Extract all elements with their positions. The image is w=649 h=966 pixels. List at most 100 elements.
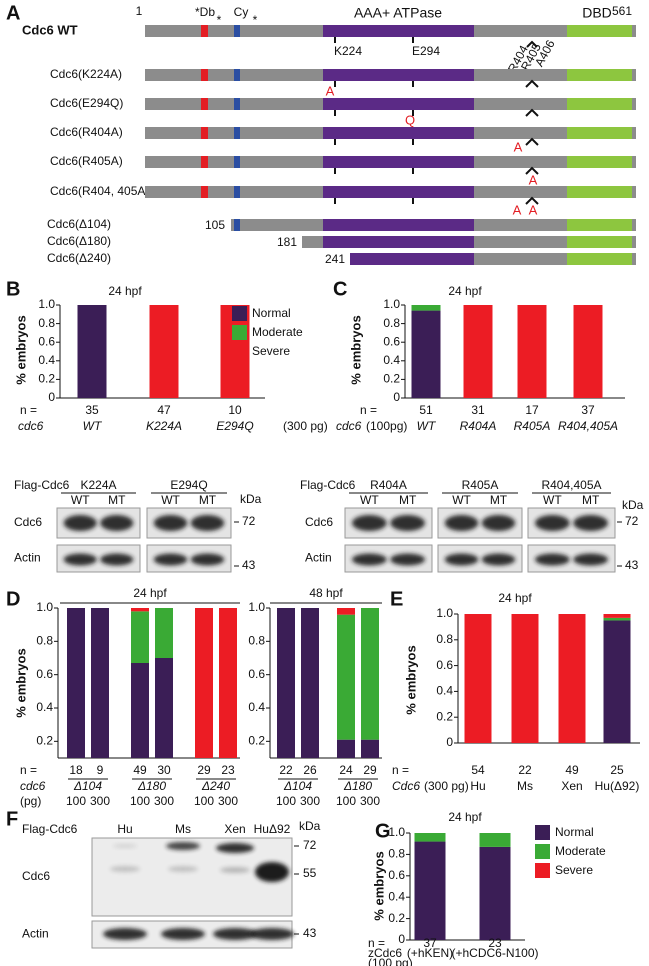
lane-label: MT <box>199 493 217 507</box>
n-value: 10 <box>228 403 242 417</box>
x-tick-label: (+hKEN) <box>407 946 453 960</box>
chart-title: 24 hpf <box>108 284 142 298</box>
x-axis-note: (100 pg) <box>368 956 413 966</box>
atpase-domain <box>323 186 474 198</box>
n-value: 29 <box>197 763 211 777</box>
dbd-domain <box>567 98 632 110</box>
y-tick-label: 0.4 <box>38 353 55 367</box>
n-label: n = <box>368 936 385 950</box>
construct-name: Cdc6(R405A) <box>50 154 123 168</box>
marker-label: 72 <box>303 838 317 852</box>
blot-band <box>216 843 254 853</box>
x-tick-label: Xen <box>561 779 582 793</box>
bar-segment <box>337 739 355 758</box>
y-tick-label: 0.6 <box>38 334 55 348</box>
x-tick-label: R404A <box>460 419 497 433</box>
y-tick-label: 0.4 <box>383 353 400 367</box>
x-tick-label: 300 <box>218 794 238 808</box>
x-tick-label: 100 <box>194 794 214 808</box>
n-value: 25 <box>610 763 624 777</box>
n-value: 22 <box>518 763 532 777</box>
blot-title: Flag-Cdc6 <box>14 478 70 492</box>
y-tick-label: 1.0 <box>36 600 53 614</box>
y-tick-label: 0.8 <box>248 634 265 648</box>
n-label: n = <box>392 763 409 777</box>
blot-band <box>444 553 479 566</box>
legend-label: Moderate <box>252 325 303 339</box>
bar-segment <box>149 305 179 398</box>
y-tick-label: 0 <box>48 390 55 404</box>
x-axis-note: (300 pg) <box>424 779 469 793</box>
domain-label: AAA+ ATPase <box>354 5 442 21</box>
cy-motif <box>234 25 240 37</box>
x-tick-label: 100 <box>130 794 150 808</box>
panel-label: B <box>6 278 20 300</box>
lane-label: Hu <box>117 822 132 836</box>
n-value: 26 <box>303 763 317 777</box>
mutation-label: A <box>529 202 538 217</box>
blot-band <box>161 928 205 940</box>
db-motif <box>201 156 208 168</box>
bar-segment <box>195 608 213 758</box>
bar-segment <box>414 841 446 940</box>
bar-segment <box>463 305 493 398</box>
legend-label: Normal <box>252 306 291 320</box>
bar-segment <box>91 608 109 758</box>
n-value: 18 <box>69 763 83 777</box>
bar-segment <box>337 614 355 740</box>
blot-band <box>190 515 225 531</box>
motif-label: * <box>253 13 258 27</box>
x-axis-label: cdc6 <box>336 419 362 433</box>
n-label: n = <box>360 403 377 417</box>
mutation-label: A <box>529 172 538 187</box>
construct-name: Cdc6(K224A) <box>50 67 122 81</box>
dbd-domain <box>567 219 632 231</box>
construct-name: Cdc6(E294Q) <box>50 96 123 110</box>
legend-swatch <box>232 325 247 340</box>
n-value: 23 <box>488 936 502 950</box>
x-axis-note: (300 pg) <box>283 419 328 433</box>
y-tick-label: 0.2 <box>388 911 405 925</box>
bar-segment <box>558 614 586 743</box>
y-tick-label: 0.8 <box>38 316 55 330</box>
marker-label: 43 <box>625 558 639 572</box>
y-axis-label: % embryos <box>371 851 386 920</box>
x-tick-label: K224A <box>146 419 182 433</box>
bar-segment <box>511 614 539 743</box>
dbd-domain <box>567 236 632 248</box>
y-tick-label: 1.0 <box>248 600 265 614</box>
blot-unit: kDa <box>622 498 644 512</box>
x-tick-label: Ms <box>517 779 533 793</box>
blot-band <box>573 515 609 531</box>
n-value: 37 <box>423 936 437 950</box>
blot-band <box>573 553 609 566</box>
y-tick-label: 0.6 <box>436 658 453 672</box>
n-value: 47 <box>157 403 171 417</box>
n-value: 17 <box>525 403 539 417</box>
y-tick-label: 0.6 <box>388 868 405 882</box>
blot-band <box>190 553 225 566</box>
bar-segment <box>301 608 319 758</box>
cy-motif <box>234 186 240 198</box>
x-axis-note: (pg) <box>20 794 41 808</box>
blot-row-label: Actin <box>14 551 41 565</box>
group-label: Δ180 <box>137 779 166 793</box>
blot-band <box>110 866 140 872</box>
bar-segment <box>603 617 631 621</box>
x-tick-label: 300 <box>154 794 174 808</box>
lane-label: WT <box>71 493 90 507</box>
panel-label: D <box>6 588 20 610</box>
site-caret <box>525 108 539 117</box>
y-tick-label: 1.0 <box>388 825 405 839</box>
start-residue: 105 <box>205 218 225 232</box>
mutation-label: Q <box>405 112 415 127</box>
n-value: 49 <box>133 763 147 777</box>
n-value: 49 <box>565 763 579 777</box>
blot-unit: kDa <box>240 492 262 506</box>
blot-group-label: E294Q <box>170 478 207 492</box>
n-value: 31 <box>471 403 485 417</box>
db-motif <box>201 69 208 81</box>
site-label: A406 <box>532 37 558 69</box>
bar-segment <box>131 608 149 612</box>
blot-row-label: Cdc6 <box>14 515 42 529</box>
